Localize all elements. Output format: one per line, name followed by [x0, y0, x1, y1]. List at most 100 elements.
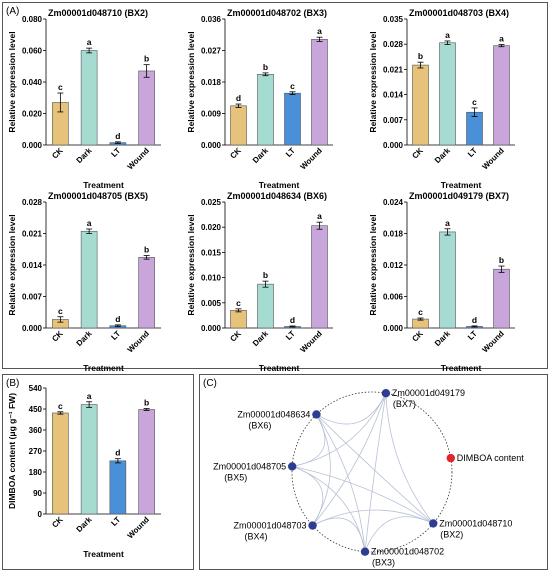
network-node-dimboa [446, 453, 455, 463]
network-node-bx4 [308, 521, 317, 530]
x-tick-label: Dark [75, 515, 94, 534]
x-axis-title: Treatment [441, 180, 482, 190]
bar-ck [230, 105, 247, 146]
y-tick-label: 270 [29, 447, 43, 456]
x-tick-label: CK [50, 146, 65, 161]
x-tick-label: LT [466, 146, 479, 159]
correlation-network: Zm00001d049179(BX7) DIMBOA content Zm00001… [213, 388, 524, 567]
x-axis-title: Treatment [83, 549, 124, 559]
x-tick-label: LT [284, 329, 297, 342]
network-edge [292, 466, 366, 552]
y-axis-title: Relative expression level [368, 31, 378, 132]
x-tick-label: Wound [298, 329, 324, 355]
y-tick-label: 0.028 [383, 40, 404, 49]
y-tick-label: 0.009 [201, 110, 222, 119]
panel-a-frame [2, 2, 548, 369]
bar-lt [284, 92, 301, 146]
x-tick-label: LT [109, 146, 122, 159]
chart-title: Zm00001d048634 (BX6) [227, 191, 327, 201]
bar-dark [257, 283, 274, 329]
y-tick-label: 0.021 [383, 65, 404, 74]
network-node-bx2 [429, 519, 438, 528]
x-tick-label: LT [284, 146, 297, 159]
x-tick-label: Wound [480, 146, 506, 172]
x-axis-title: Treatment [259, 180, 300, 190]
y-tick-label: 0.012 [383, 261, 404, 270]
x-axis-title: Treatment [83, 180, 124, 190]
significance-letter: c [236, 298, 241, 308]
significance-letter: c [58, 82, 63, 92]
node-label: Zm00001d048634 [237, 409, 310, 419]
significance-letter: b [418, 51, 423, 61]
y-tick-label: 0.035 [383, 15, 404, 24]
y-tick-label: 0.007 [383, 116, 404, 125]
node-sublabel: (BX6) [248, 420, 271, 430]
y-tick-label: 0 [38, 510, 43, 519]
network-node-bx7 [381, 389, 391, 398]
x-tick-label: Wound [126, 515, 152, 541]
network-edge [385, 393, 434, 524]
significance-letter: b [144, 398, 149, 408]
x-tick-label: CK [50, 515, 65, 530]
node-label: DIMBOA content [457, 453, 525, 463]
x-tick-label: Dark [75, 146, 94, 165]
chart-2: Zm00001d048702 (BX3) 0.000 0.009 0.018 0.027… [186, 8, 333, 190]
network-edge [292, 414, 326, 467]
bar-dark [439, 231, 456, 329]
y-tick-label: 0.007 [22, 293, 43, 302]
significance-letter: d [236, 93, 241, 103]
network-edge [312, 414, 331, 526]
y-tick-label: 0.028 [22, 198, 43, 207]
bar-dark [439, 42, 456, 146]
y-tick-label: 0.000 [201, 141, 222, 150]
chart-4: Zm00001d048705 (BX5) 0.000 0.007 0.014 0.021… [7, 191, 161, 373]
significance-letter: d [115, 448, 120, 458]
network-edge [316, 414, 366, 552]
y-tick-label: 0.036 [201, 15, 222, 24]
node-sublabel: (BX4) [245, 532, 268, 542]
significance-letter: a [87, 37, 92, 47]
bar-lt [466, 111, 483, 146]
network-edge [364, 393, 387, 552]
bar-ck [230, 310, 247, 329]
bar-wound [311, 225, 328, 329]
panel-a-label: (A) [6, 6, 19, 17]
bar-wound [493, 45, 510, 146]
x-tick-label: Dark [75, 329, 94, 348]
y-tick-label: 0.005 [201, 299, 222, 308]
x-tick-label: CK [410, 329, 425, 344]
y-axis-title: Relative expression level [7, 214, 17, 315]
network-edge [316, 393, 387, 425]
y-tick-label: 0.020 [22, 110, 43, 119]
x-tick-label: CK [410, 146, 425, 161]
significance-letter: c [58, 401, 63, 411]
y-tick-label: 180 [29, 468, 43, 477]
significance-letter: d [115, 131, 120, 141]
bar-dark [80, 50, 98, 146]
chart-title: Zm00001d049179 (BX7) [409, 191, 509, 201]
x-tick-label: Wound [480, 329, 506, 355]
network-edge [292, 466, 324, 526]
y-tick-label: 360 [29, 426, 43, 435]
y-tick-label: 450 [29, 405, 43, 414]
y-tick-label: 0.015 [201, 248, 222, 257]
node-sublabel: (BX2) [440, 529, 463, 539]
chart-title: Zm00001d048702 (BX3) [227, 8, 327, 18]
chart-3: Zm00001d048703 (BX4) 0.000 0.007 0.014 0.021… [368, 8, 515, 190]
x-tick-label: Wound [298, 146, 324, 172]
x-tick-label: Dark [433, 329, 452, 348]
node-label: Zm00001d049179 [392, 388, 465, 398]
chart-title: Zm00001d048703 (BX4) [409, 8, 509, 18]
bar-lt [109, 460, 127, 515]
significance-letter: a [317, 211, 322, 221]
y-axis-title: DIMBOA content (μg g⁻¹ FW) [7, 393, 17, 509]
node-label: Zm00001d048710 [439, 518, 512, 528]
y-tick-label: 0.040 [22, 78, 43, 87]
x-tick-label: Wound [126, 329, 152, 355]
y-tick-label: 0.018 [383, 230, 404, 239]
significance-letter: a [445, 218, 450, 228]
node-label: Zm00001d048705 [213, 461, 286, 471]
chart-6: Zm00001d049179 (BX7) 0.000 0.006 0.012 0.018… [368, 191, 515, 373]
node-label: Zm00001d048702 [371, 547, 444, 557]
